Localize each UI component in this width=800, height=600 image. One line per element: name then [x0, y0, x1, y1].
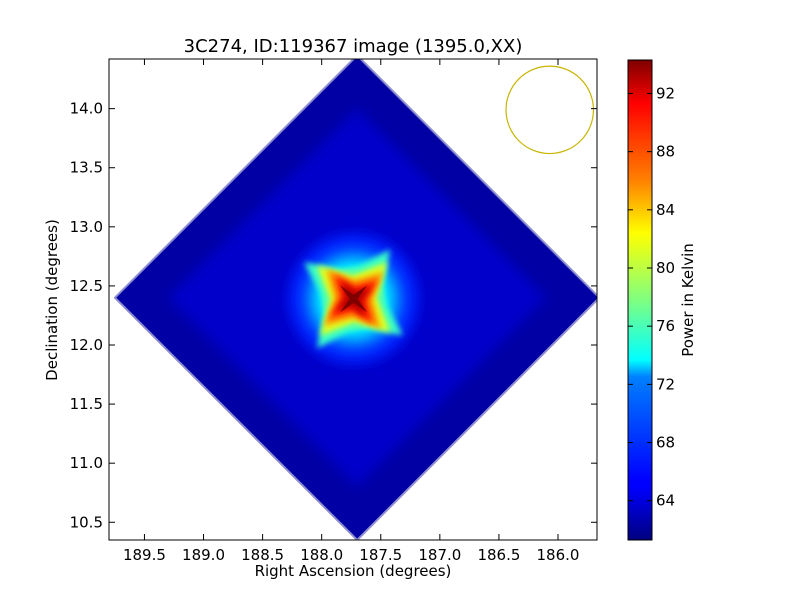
x-tick-label: 186.0 [537, 546, 580, 564]
y-tick-label: 10.5 [70, 513, 103, 531]
y-tick-label: 13.0 [70, 218, 103, 236]
y-axis-title: Declination (degrees) [43, 219, 61, 381]
y-tick-label: 14.0 [70, 100, 103, 118]
x-axis-title: Right Ascension (degrees) [255, 562, 452, 580]
y-tick-label: 13.5 [70, 159, 103, 177]
x-tick-label: 188.0 [300, 546, 343, 564]
colorbar-tick-label: 80 [656, 259, 675, 277]
y-tick-label: 11.0 [70, 454, 103, 472]
colorbar-tick-label: 88 [656, 143, 675, 161]
sky-image [113, 59, 597, 540]
colorbar-tick-label: 68 [656, 434, 675, 452]
x-tick-label: 186.5 [477, 546, 520, 564]
colorbar-ticks: 64 68 72 76 80 84 88 92 [628, 84, 675, 510]
colorbar-tick-label: 76 [656, 317, 675, 335]
central-source [288, 233, 419, 364]
x-tick-label: 187.5 [359, 546, 402, 564]
plot-frame [108, 58, 598, 541]
source-peak [340, 285, 367, 313]
colorbar [627, 59, 653, 541]
x-tick-label: 189.5 [123, 546, 166, 564]
y-tick-label: 12.5 [70, 277, 103, 295]
colorbar-tick-label: 64 [656, 492, 675, 510]
colorbar-label: Power in Kelvin [679, 243, 697, 357]
colorbar-tick-label: 84 [656, 201, 675, 219]
y-tick-label: 12.0 [70, 336, 103, 354]
y-tick-label: 11.5 [70, 395, 103, 413]
axis-ticks: 189.5 189.0 188.5 188.0 187.5 187.0 186.5 186.0… [70, 59, 597, 564]
x-tick-label: 189.0 [182, 546, 225, 564]
colorbar-tick-label: 72 [656, 375, 675, 393]
colorbar-tick-label: 92 [656, 84, 675, 102]
x-tick-label: 187.0 [418, 546, 461, 564]
chart-title: 3C274, ID:119367 image (1395.0,XX) [184, 36, 523, 57]
x-tick-label: 188.5 [241, 546, 284, 564]
beam-circle [505, 65, 595, 155]
